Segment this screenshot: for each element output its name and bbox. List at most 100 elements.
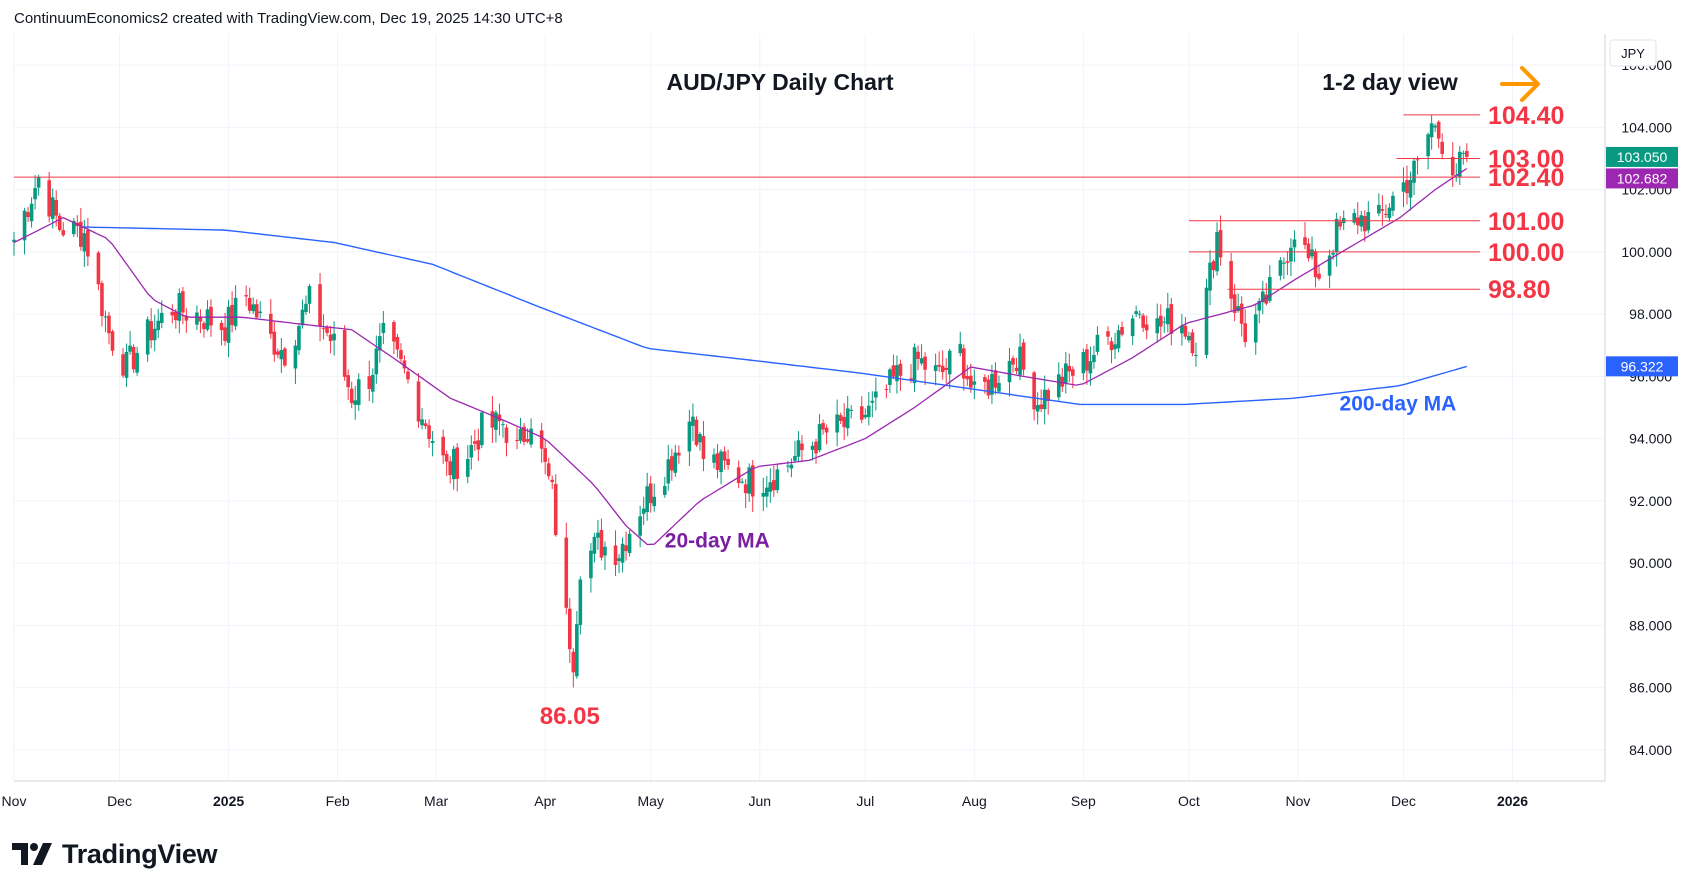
candle-body — [564, 537, 569, 608]
candle-body — [430, 441, 435, 443]
candle-body — [135, 352, 139, 373]
currency-label[interactable]: JPY — [1609, 39, 1657, 67]
candle — [1190, 329, 1195, 357]
candle — [145, 316, 150, 362]
candle — [430, 431, 435, 457]
candle — [761, 477, 766, 512]
candle-body — [961, 348, 966, 379]
candle-body — [1166, 308, 1170, 325]
candle-body — [1257, 300, 1262, 311]
candle — [1331, 249, 1335, 260]
candle — [772, 465, 776, 497]
level-label: 103.00 — [1488, 146, 1564, 174]
candle-body — [1056, 374, 1061, 398]
candle — [898, 359, 903, 391]
candle-body — [233, 297, 238, 327]
candle-body — [824, 427, 829, 433]
candle-body — [575, 624, 579, 677]
candle-body — [1190, 332, 1195, 354]
candle — [61, 222, 66, 237]
candle-body — [958, 343, 963, 354]
candle-body — [381, 322, 386, 333]
candle — [223, 312, 227, 346]
candle-body — [1415, 159, 1420, 161]
candle-body — [1334, 218, 1339, 253]
candle-body — [1405, 180, 1409, 194]
candle-body — [838, 415, 843, 421]
candle-body — [209, 306, 213, 326]
candle-body — [884, 389, 889, 391]
price-badge-value: 96.322 — [1621, 358, 1664, 374]
candle — [838, 412, 843, 424]
candle — [764, 476, 769, 508]
candle — [969, 363, 973, 393]
candle-body — [1450, 156, 1455, 176]
candle-body — [617, 558, 621, 561]
candle-body — [1253, 314, 1258, 343]
candle — [50, 188, 55, 229]
candle — [402, 355, 407, 374]
candle — [272, 321, 277, 362]
candle-body — [47, 180, 51, 217]
candle — [86, 217, 90, 267]
candle-body — [1387, 207, 1392, 219]
x-tick-label: Apr — [534, 793, 556, 809]
candle — [884, 384, 889, 399]
candle-body — [448, 461, 452, 476]
candle-body — [501, 424, 505, 426]
y-tick-label: 98.000 — [1629, 306, 1672, 322]
candle — [1130, 314, 1135, 345]
candle-body — [318, 284, 322, 327]
candle-body — [743, 484, 748, 494]
candle — [202, 321, 206, 338]
candle — [501, 419, 505, 438]
candle — [916, 345, 920, 371]
candle-body — [441, 436, 445, 456]
candle — [381, 310, 386, 345]
candle — [515, 427, 519, 450]
candle-body — [543, 448, 547, 462]
candle — [821, 419, 825, 435]
candle-body — [1362, 215, 1367, 232]
candle — [251, 297, 256, 315]
candle-body — [1313, 251, 1318, 278]
candle-body — [670, 456, 674, 471]
level-label: 102.40 — [1488, 164, 1564, 192]
candle-body — [223, 327, 227, 341]
candle — [867, 392, 871, 426]
candle — [283, 346, 287, 368]
candle — [1426, 132, 1430, 170]
chart-title: AUD/JPY Daily Chart — [666, 69, 893, 95]
candle — [1352, 208, 1357, 225]
candle-body — [937, 364, 941, 367]
candle-body — [1303, 237, 1307, 245]
candle-body — [698, 434, 702, 443]
candle-body — [1018, 346, 1022, 376]
candle-body — [103, 316, 108, 318]
candle-body — [1264, 294, 1269, 304]
brand-name: TradingView — [62, 838, 218, 869]
candle — [673, 444, 678, 477]
candle-body — [258, 311, 263, 314]
candle — [205, 300, 210, 332]
candle-body — [1162, 321, 1167, 323]
candle — [444, 450, 449, 476]
candle-body — [933, 365, 938, 371]
x-tick-label: Feb — [326, 793, 350, 809]
candle-body — [1085, 349, 1089, 371]
candle-body — [1436, 121, 1441, 139]
candle — [392, 319, 396, 355]
candle — [276, 348, 280, 359]
candle-body — [480, 412, 484, 446]
candle — [1166, 292, 1170, 333]
view-note: 1-2 day view — [1322, 69, 1458, 95]
candle — [1317, 266, 1321, 281]
candle-body — [1260, 291, 1265, 303]
candle — [124, 343, 129, 387]
candle — [1116, 324, 1121, 353]
candle-body — [451, 448, 456, 480]
candle-body — [1352, 213, 1357, 223]
candle — [149, 308, 153, 349]
